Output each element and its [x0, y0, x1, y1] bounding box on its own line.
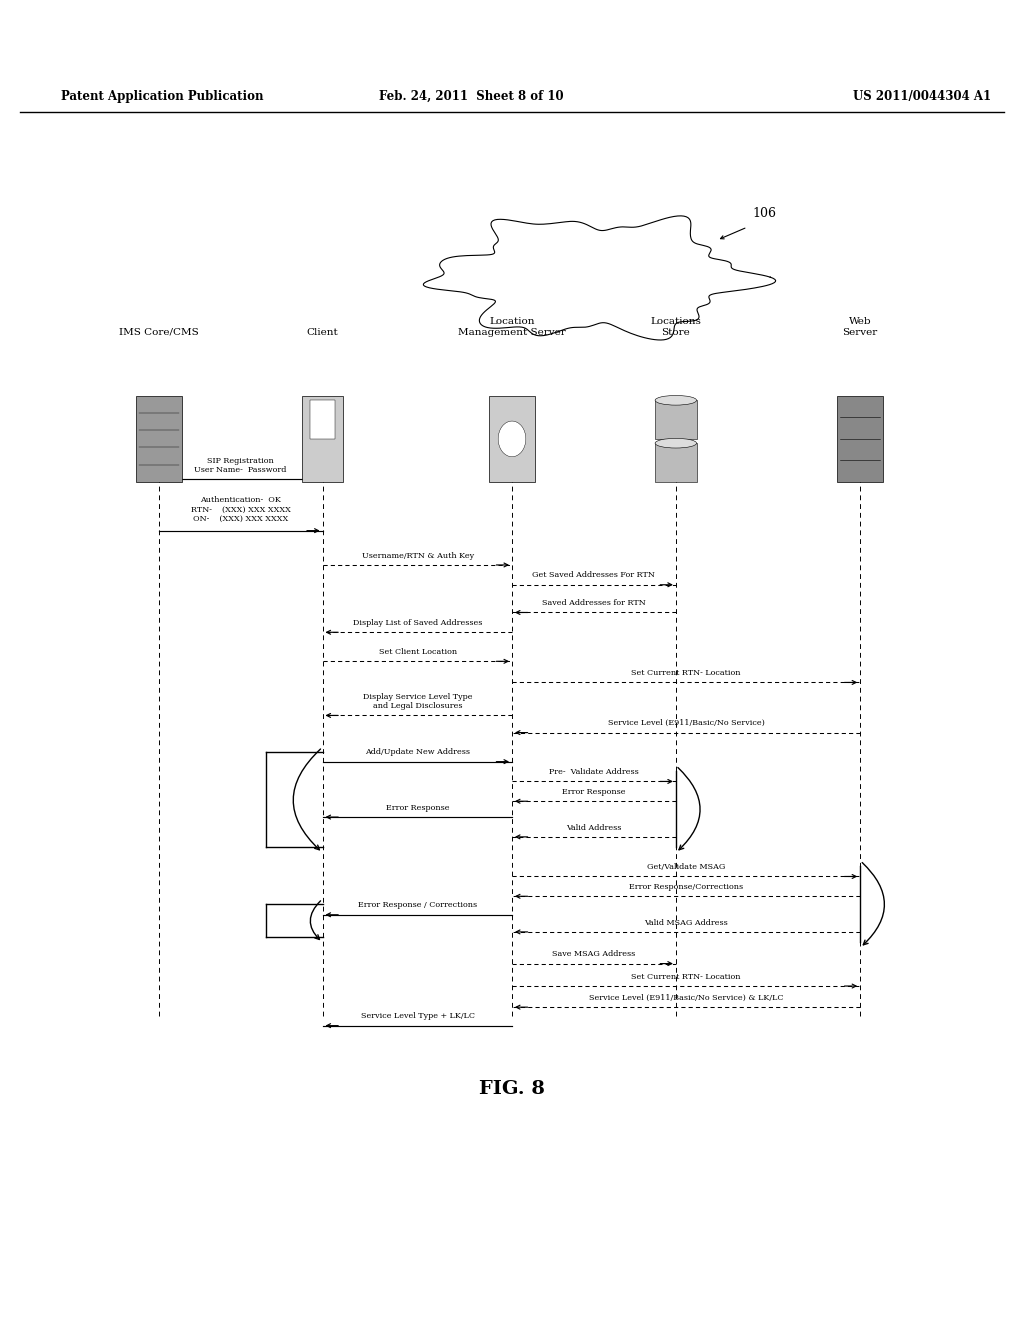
Text: SIP Registration
User Name-  Password: SIP Registration User Name- Password: [195, 457, 287, 474]
Text: Error Response: Error Response: [562, 788, 626, 796]
Bar: [310, 400, 335, 438]
Text: Service Level (E911/Basic/No Service): Service Level (E911/Basic/No Service): [607, 719, 765, 727]
Text: 106: 106: [753, 207, 776, 220]
Text: Location
Management Server: Location Management Server: [458, 317, 566, 337]
Bar: [489, 396, 535, 482]
Bar: [655, 444, 696, 482]
Text: Set Client Location: Set Client Location: [379, 648, 457, 656]
Text: Web
Server: Web Server: [843, 317, 878, 337]
Bar: [302, 396, 343, 482]
Ellipse shape: [655, 438, 696, 447]
Text: Add/Update New Address: Add/Update New Address: [366, 748, 470, 756]
Text: Saved Addresses for RTN: Saved Addresses for RTN: [542, 599, 646, 607]
Text: Service Level (E911/Basic/No Service) & LK/LC: Service Level (E911/Basic/No Service) & …: [589, 994, 783, 1002]
Polygon shape: [423, 216, 775, 341]
Text: Patent Application Publication: Patent Application Publication: [61, 90, 264, 103]
Text: Error Response: Error Response: [386, 804, 450, 812]
Text: Valid Address: Valid Address: [566, 824, 622, 832]
Text: Get/Validate MSAG: Get/Validate MSAG: [647, 863, 725, 871]
Text: Locations
Store: Locations Store: [650, 317, 701, 337]
Text: Display List of Saved Addresses: Display List of Saved Addresses: [353, 619, 482, 627]
Text: Client: Client: [306, 327, 339, 337]
Text: Save MSAG Address: Save MSAG Address: [552, 950, 636, 958]
Text: Error Response/Corrections: Error Response/Corrections: [629, 883, 743, 891]
Text: Pre-  Validate Address: Pre- Validate Address: [549, 768, 639, 776]
Text: Set Current RTN- Location: Set Current RTN- Location: [632, 973, 740, 981]
Text: Username/RTN & Auth Key: Username/RTN & Auth Key: [361, 552, 474, 560]
Text: Feb. 24, 2011  Sheet 8 of 10: Feb. 24, 2011 Sheet 8 of 10: [379, 90, 563, 103]
Text: Authentication-  OK
RTN-    (XXX) XXX XXXX
ON-    (XXX) XXX XXXX: Authentication- OK RTN- (XXX) XXX XXXX O…: [190, 496, 291, 523]
Bar: [135, 396, 182, 482]
Text: FIG. 8: FIG. 8: [479, 1080, 545, 1098]
Bar: [838, 396, 883, 482]
Circle shape: [498, 421, 526, 457]
Text: US 2011/0044304 A1: US 2011/0044304 A1: [853, 90, 990, 103]
Text: Get Saved Addresses For RTN: Get Saved Addresses For RTN: [532, 572, 655, 579]
Text: Service Level Type + LK/LC: Service Level Type + LK/LC: [360, 1012, 475, 1020]
Text: Valid MSAG Address: Valid MSAG Address: [644, 919, 728, 927]
Text: Error Response / Corrections: Error Response / Corrections: [358, 902, 477, 909]
Text: IMS Core/CMS: IMS Core/CMS: [119, 327, 199, 337]
Text: Display Service Level Type
and Legal Disclosures: Display Service Level Type and Legal Dis…: [364, 693, 472, 710]
Text: Set Current RTN- Location: Set Current RTN- Location: [632, 669, 740, 677]
Ellipse shape: [655, 396, 696, 405]
Bar: [655, 400, 696, 438]
